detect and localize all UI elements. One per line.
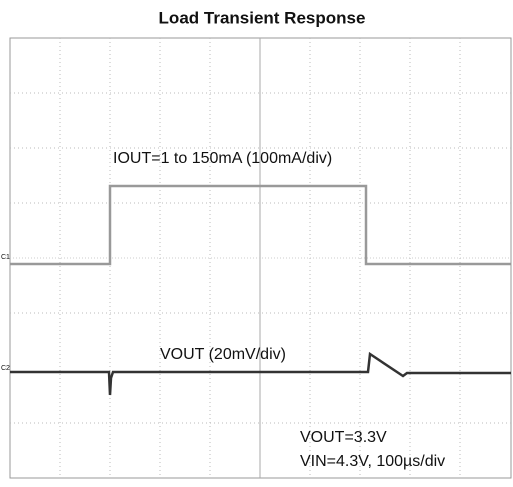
title: Load Transient Response: [159, 8, 366, 27]
iout-trace: [10, 184, 511, 266]
channel-label: C2: [1, 365, 10, 372]
annotation: IOUT=1 to 150mA (100mA/div): [113, 150, 332, 167]
annotation: VOUT=3.3V: [300, 429, 387, 446]
channel-label: C1: [1, 254, 10, 261]
vout-trace: [10, 351, 511, 396]
annotation: VOUT (20mV/div): [160, 346, 286, 363]
annotation: VIN=4.3V, 100µs/div: [300, 453, 445, 470]
